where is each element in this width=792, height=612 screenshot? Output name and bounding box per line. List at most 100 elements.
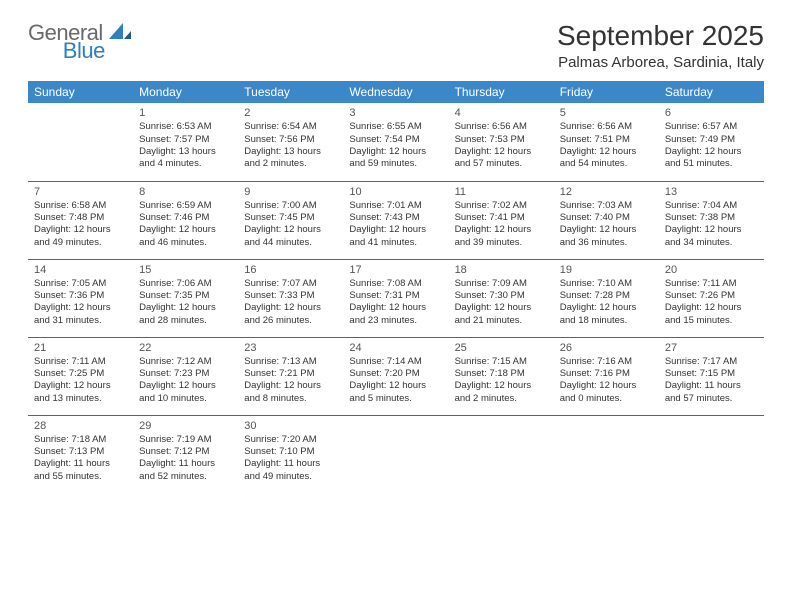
sunset-line: Sunset: 7:10 PM (244, 446, 337, 458)
sunrise-line: Sunrise: 6:53 AM (139, 121, 232, 133)
daylight-line: Daylight: 12 hours and 41 minutes. (349, 224, 442, 249)
calendar-day-cell: 18Sunrise: 7:09 AMSunset: 7:30 PMDayligh… (449, 259, 554, 337)
calendar-week-row: 21Sunrise: 7:11 AMSunset: 7:25 PMDayligh… (28, 337, 764, 415)
sunrise-line: Sunrise: 7:11 AM (665, 278, 758, 290)
daylight-line: Daylight: 12 hours and 23 minutes. (349, 302, 442, 327)
day-number: 11 (455, 185, 548, 199)
sunrise-line: Sunrise: 7:20 AM (244, 434, 337, 446)
sunrise-line: Sunrise: 7:07 AM (244, 278, 337, 290)
day-number: 5 (560, 106, 653, 120)
calendar-day-cell: 27Sunrise: 7:17 AMSunset: 7:15 PMDayligh… (659, 337, 764, 415)
calendar-day-cell: 16Sunrise: 7:07 AMSunset: 7:33 PMDayligh… (238, 259, 343, 337)
day-number: 28 (34, 419, 127, 433)
day-number: 30 (244, 419, 337, 433)
daylight-line: Daylight: 12 hours and 21 minutes. (455, 302, 548, 327)
day-number: 26 (560, 341, 653, 355)
sunset-line: Sunset: 7:31 PM (349, 290, 442, 302)
calendar-week-row: 28Sunrise: 7:18 AMSunset: 7:13 PMDayligh… (28, 415, 764, 493)
calendar-day-cell: 7Sunrise: 6:58 AMSunset: 7:48 PMDaylight… (28, 181, 133, 259)
daylight-line: Daylight: 12 hours and 49 minutes. (34, 224, 127, 249)
calendar-day-cell: 9Sunrise: 7:00 AMSunset: 7:45 PMDaylight… (238, 181, 343, 259)
day-number: 20 (665, 263, 758, 277)
day-header: Thursday (449, 81, 554, 103)
sunset-line: Sunset: 7:54 PM (349, 134, 442, 146)
sunrise-line: Sunrise: 7:09 AM (455, 278, 548, 290)
sunset-line: Sunset: 7:28 PM (560, 290, 653, 302)
sunset-line: Sunset: 7:30 PM (455, 290, 548, 302)
day-number: 15 (139, 263, 232, 277)
sunset-line: Sunset: 7:46 PM (139, 212, 232, 224)
day-number: 6 (665, 106, 758, 120)
sunset-line: Sunset: 7:41 PM (455, 212, 548, 224)
calendar-table: SundayMondayTuesdayWednesdayThursdayFrid… (28, 81, 764, 493)
calendar-day-cell: 11Sunrise: 7:02 AMSunset: 7:41 PMDayligh… (449, 181, 554, 259)
sunrise-line: Sunrise: 7:08 AM (349, 278, 442, 290)
sunset-line: Sunset: 7:23 PM (139, 368, 232, 380)
calendar-day-cell: 1Sunrise: 6:53 AMSunset: 7:57 PMDaylight… (133, 103, 238, 181)
calendar-day-cell: 2Sunrise: 6:54 AMSunset: 7:56 PMDaylight… (238, 103, 343, 181)
page-title: September 2025 (557, 20, 764, 52)
day-header-row: SundayMondayTuesdayWednesdayThursdayFrid… (28, 81, 764, 103)
sunset-line: Sunset: 7:16 PM (560, 368, 653, 380)
sunset-line: Sunset: 7:53 PM (455, 134, 548, 146)
sunset-line: Sunset: 7:40 PM (560, 212, 653, 224)
sunrise-line: Sunrise: 7:01 AM (349, 200, 442, 212)
day-number: 2 (244, 106, 337, 120)
logo-text-blue: Blue (63, 38, 105, 63)
sunrise-line: Sunrise: 7:04 AM (665, 200, 758, 212)
daylight-line: Daylight: 12 hours and 36 minutes. (560, 224, 653, 249)
calendar-day-cell: 5Sunrise: 6:56 AMSunset: 7:51 PMDaylight… (554, 103, 659, 181)
daylight-line: Daylight: 12 hours and 31 minutes. (34, 302, 127, 327)
sunrise-line: Sunrise: 7:19 AM (139, 434, 232, 446)
calendar-day-cell: 12Sunrise: 7:03 AMSunset: 7:40 PMDayligh… (554, 181, 659, 259)
sunrise-line: Sunrise: 6:58 AM (34, 200, 127, 212)
calendar-day-cell: 21Sunrise: 7:11 AMSunset: 7:25 PMDayligh… (28, 337, 133, 415)
sunset-line: Sunset: 7:56 PM (244, 134, 337, 146)
title-block: September 2025 Palmas Arborea, Sardinia,… (557, 20, 764, 71)
daylight-line: Daylight: 12 hours and 39 minutes. (455, 224, 548, 249)
sunrise-line: Sunrise: 6:55 AM (349, 121, 442, 133)
calendar-day-cell (343, 415, 448, 493)
daylight-line: Daylight: 11 hours and 52 minutes. (139, 458, 232, 483)
calendar-day-cell: 15Sunrise: 7:06 AMSunset: 7:35 PMDayligh… (133, 259, 238, 337)
calendar-day-cell: 30Sunrise: 7:20 AMSunset: 7:10 PMDayligh… (238, 415, 343, 493)
calendar-day-cell: 29Sunrise: 7:19 AMSunset: 7:12 PMDayligh… (133, 415, 238, 493)
day-header: Sunday (28, 81, 133, 103)
calendar-day-cell: 4Sunrise: 6:56 AMSunset: 7:53 PMDaylight… (449, 103, 554, 181)
daylight-line: Daylight: 12 hours and 51 minutes. (665, 146, 758, 171)
daylight-line: Daylight: 12 hours and 13 minutes. (34, 380, 127, 405)
sunset-line: Sunset: 7:45 PM (244, 212, 337, 224)
calendar-day-cell: 25Sunrise: 7:15 AMSunset: 7:18 PMDayligh… (449, 337, 554, 415)
daylight-line: Daylight: 12 hours and 34 minutes. (665, 224, 758, 249)
day-number: 23 (244, 341, 337, 355)
sunset-line: Sunset: 7:35 PM (139, 290, 232, 302)
day-number: 25 (455, 341, 548, 355)
sunrise-line: Sunrise: 7:03 AM (560, 200, 653, 212)
sunrise-line: Sunrise: 7:12 AM (139, 356, 232, 368)
day-number: 12 (560, 185, 653, 199)
sunset-line: Sunset: 7:20 PM (349, 368, 442, 380)
sunrise-line: Sunrise: 7:18 AM (34, 434, 127, 446)
daylight-line: Daylight: 12 hours and 59 minutes. (349, 146, 442, 171)
day-number: 1 (139, 106, 232, 120)
day-number: 9 (244, 185, 337, 199)
sunset-line: Sunset: 7:51 PM (560, 134, 653, 146)
daylight-line: Daylight: 11 hours and 57 minutes. (665, 380, 758, 405)
calendar-day-cell: 22Sunrise: 7:12 AMSunset: 7:23 PMDayligh… (133, 337, 238, 415)
calendar-day-cell: 20Sunrise: 7:11 AMSunset: 7:26 PMDayligh… (659, 259, 764, 337)
daylight-line: Daylight: 11 hours and 49 minutes. (244, 458, 337, 483)
calendar-day-cell: 8Sunrise: 6:59 AMSunset: 7:46 PMDaylight… (133, 181, 238, 259)
calendar-day-cell: 6Sunrise: 6:57 AMSunset: 7:49 PMDaylight… (659, 103, 764, 181)
sunrise-line: Sunrise: 6:57 AM (665, 121, 758, 133)
day-number: 4 (455, 106, 548, 120)
calendar-day-cell: 28Sunrise: 7:18 AMSunset: 7:13 PMDayligh… (28, 415, 133, 493)
daylight-line: Daylight: 13 hours and 4 minutes. (139, 146, 232, 171)
sunrise-line: Sunrise: 7:02 AM (455, 200, 548, 212)
sunset-line: Sunset: 7:12 PM (139, 446, 232, 458)
sunrise-line: Sunrise: 6:56 AM (455, 121, 548, 133)
daylight-line: Daylight: 12 hours and 18 minutes. (560, 302, 653, 327)
sunset-line: Sunset: 7:38 PM (665, 212, 758, 224)
sunrise-line: Sunrise: 7:05 AM (34, 278, 127, 290)
calendar-day-cell: 3Sunrise: 6:55 AMSunset: 7:54 PMDaylight… (343, 103, 448, 181)
day-number: 10 (349, 185, 442, 199)
